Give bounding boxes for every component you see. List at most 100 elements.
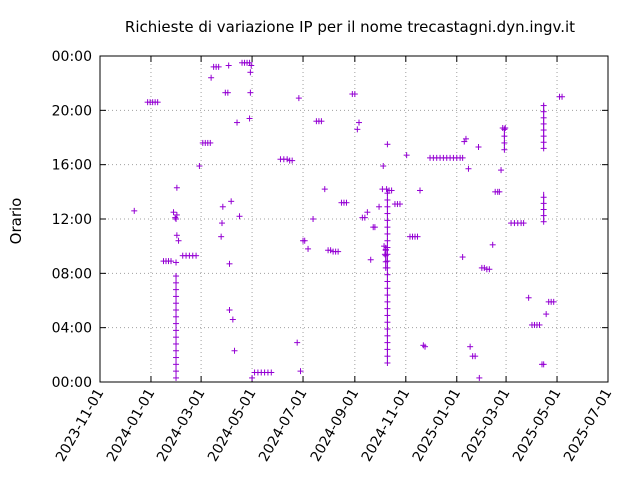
data-point [384,203,391,210]
x-tick-label: 2024-05-01 [205,386,260,464]
data-point [414,233,421,240]
data-point [540,200,547,207]
data-point [294,339,301,346]
data-point [476,374,483,381]
chart-title: Richieste di variazione IP per il nome t… [125,18,575,36]
data-point [465,165,472,172]
data-point [246,115,253,122]
data-point [540,361,547,368]
data-point [173,259,180,266]
data-point [540,139,547,146]
data-point [384,210,391,217]
data-point [417,187,424,194]
data-point [396,201,403,208]
data-points [131,59,566,381]
x-tick-label: 2025-05-01 [510,386,565,464]
data-point [301,237,308,244]
data-point [226,307,233,314]
data-point [173,300,180,307]
data-point [173,347,180,354]
data-point [540,114,547,121]
data-point [525,294,532,301]
data-point [173,184,180,191]
data-point [367,256,374,263]
data-point [289,157,296,164]
data-point [540,218,547,225]
data-point [226,260,233,267]
data-point [540,206,547,213]
data-point [540,127,547,134]
grid-lines [100,56,608,382]
x-axis: 2023-11-012024-01-012024-03-012024-05-01… [53,56,615,464]
data-point [384,326,391,333]
data-point [173,340,180,347]
y-tick-label: 00:00 [52,49,92,65]
data-point [388,187,395,194]
y-tick-label: 16:00 [52,158,92,174]
data-point [354,126,361,133]
data-point [219,203,226,210]
data-point [467,343,474,350]
data-point [540,108,547,115]
data-point [225,62,232,69]
data-point [540,194,547,201]
data-point [384,312,391,319]
data-point [384,271,391,278]
data-point [193,252,200,259]
data-point [403,152,410,159]
data-point [502,124,509,131]
data-point [384,332,391,339]
data-point [154,99,161,106]
data-point [472,353,479,360]
data-point [236,213,243,220]
data-point [173,313,180,320]
data-point [384,339,391,346]
data-point [247,89,254,96]
data-point [501,146,508,153]
data-point [173,354,180,361]
data-point [543,311,550,318]
data-point [384,224,391,231]
data-point [371,224,378,231]
data-point [173,368,180,375]
data-point [173,327,180,334]
data-point [335,248,342,255]
x-tick-label: 2024-03-01 [154,386,209,464]
data-point [550,298,557,305]
data-point [361,214,368,221]
y-tick-label: 20:00 [52,103,92,119]
data-point [376,203,383,210]
data-point [520,220,527,227]
x-tick-label: 2024-09-01 [308,386,363,464]
y-tick-label: 12:00 [52,212,92,228]
data-point [384,217,391,224]
data-point [173,307,180,314]
data-point [459,154,466,161]
data-point [382,246,389,253]
data-point [384,346,391,353]
data-point [173,279,180,286]
data-point [540,145,547,152]
data-point [501,133,508,140]
data-point [384,237,391,244]
y-tick-label: 08:00 [52,266,92,282]
data-point [249,374,256,381]
data-point [173,232,180,239]
data-point [173,320,180,327]
data-point [173,334,180,341]
data-point [489,241,496,248]
data-point [228,198,235,205]
data-point [364,209,371,216]
data-point [384,292,391,299]
data-point [247,69,254,76]
data-point [248,62,255,69]
data-point [384,298,391,305]
data-point [310,216,317,222]
data-point [384,190,391,197]
data-point [173,211,180,218]
x-tick-label: 2025-01-01 [410,386,465,464]
data-point [540,102,547,109]
data-point [196,163,203,170]
data-point [297,368,304,375]
